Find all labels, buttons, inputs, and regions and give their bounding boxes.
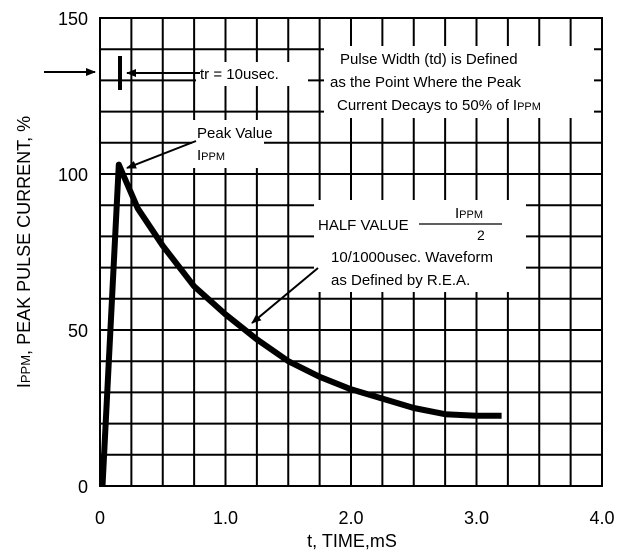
tr-annotation: tr = 10usec. xyxy=(200,66,279,83)
x-tick-label: 4.0 xyxy=(589,508,614,528)
peak-value-label: Peak Value xyxy=(197,125,273,142)
pulse-width-note-box xyxy=(324,46,594,118)
half-value-numerator: IPPM xyxy=(455,205,483,222)
half-value-label: HALF VALUE xyxy=(318,217,409,234)
half-value-note-box xyxy=(314,200,526,292)
peak-arrow xyxy=(126,140,197,169)
pulse-width-line-1: Pulse Width (td) is Defined xyxy=(340,51,518,68)
waveform-line-2: as Defined by R.E.A. xyxy=(331,272,470,289)
y-tick-label: 0 xyxy=(78,477,88,497)
peak-ippm-label: IPPM xyxy=(197,147,225,164)
y-tick-label: 150 xyxy=(58,9,88,29)
y-tick-label: 100 xyxy=(58,165,88,185)
data-layer xyxy=(99,161,502,487)
pulse-width-line-3: Current Decays to 50% of IPPM xyxy=(337,97,541,114)
x-tick-label: 0 xyxy=(95,508,105,528)
waveform-series-line xyxy=(99,161,502,487)
half-value-arrow xyxy=(251,267,319,324)
waveform-line-1: 10/1000usec. Waveform xyxy=(331,249,493,266)
x-tick-label: 1.0 xyxy=(213,508,238,528)
x-tick-label: 2.0 xyxy=(338,508,363,528)
tr-note-box xyxy=(196,62,308,86)
y-axis-label: IPPM, PEAK PULSE CURRENT, % xyxy=(14,116,34,388)
x-tick-labels: 0 1.0 2.0 3.0 4.0 xyxy=(95,508,615,528)
x-tick-label: 3.0 xyxy=(464,508,489,528)
x-axis-label: t, TIME,mS xyxy=(307,531,397,551)
y-tick-labels: 0 50 100 150 xyxy=(58,9,88,497)
pulse-width-line-2: as the Point Where the Peak xyxy=(330,74,521,91)
peak-note-box xyxy=(192,120,264,168)
y-tick-label: 50 xyxy=(68,321,88,341)
half-value-denominator: 2 xyxy=(477,227,485,243)
plot-frame xyxy=(99,17,603,487)
